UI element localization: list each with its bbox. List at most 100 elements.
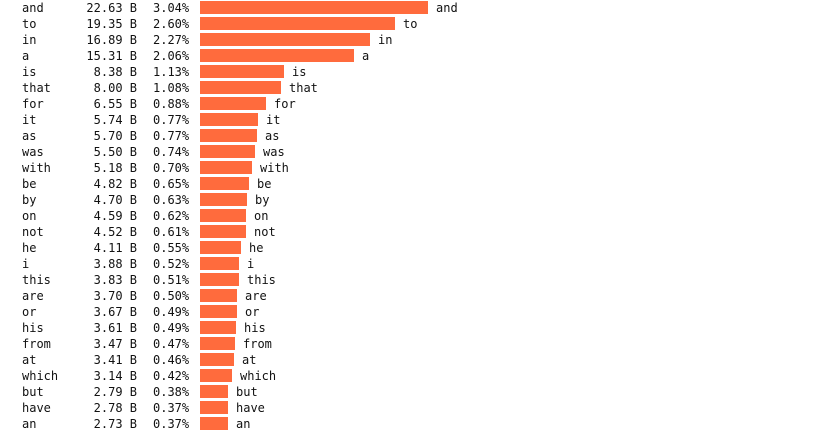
bar [200,193,247,206]
bar [200,17,395,30]
count-value: 2.79 B [93,385,137,399]
bar-label: his [244,321,266,335]
count-value: 22.63 B [86,1,137,15]
bar [200,401,228,414]
bar [200,97,266,110]
percent-value: 0.62% [153,209,190,223]
word-label: his [22,321,44,335]
count-value: 3.61 B [93,321,137,335]
count-value: 2.78 B [93,401,137,415]
bar-label: be [257,177,272,191]
table-row: i 3.88 B 0.52% i [0,256,820,272]
table-row: is 8.38 B 1.13% is [0,64,820,80]
table-row: for 6.55 B 0.88% for [0,96,820,112]
word-label: it [22,113,37,127]
percent-value: 0.51% [153,273,190,287]
bar-label: and [436,1,458,15]
count-value: 3.67 B [93,305,137,319]
bar-label: have [236,401,265,415]
word-label: in [22,33,37,47]
bar [200,209,246,222]
bar [200,385,228,398]
table-row: in 16.89 B 2.27% in [0,32,820,48]
table-row: was 5.50 B 0.74% was [0,144,820,160]
bar [200,145,255,158]
word-label: which [22,369,59,383]
word-label: at [22,353,37,367]
table-row: it 5.74 B 0.77% it [0,112,820,128]
table-row: be 4.82 B 0.65% be [0,176,820,192]
word-label: he [22,241,37,255]
percent-value: 0.61% [153,225,190,239]
table-row: are 3.70 B 0.50% are [0,288,820,304]
bar [200,337,235,350]
count-value: 5.50 B [93,145,137,159]
percent-value: 0.55% [153,241,190,255]
table-row: a 15.31 B 2.06% a [0,48,820,64]
percent-value: 0.46% [153,353,190,367]
percent-value: 2.60% [153,17,190,31]
bar [200,33,370,46]
bar [200,353,234,366]
bar-label: on [254,209,269,223]
count-value: 2.73 B [93,417,137,431]
bar-label: which [240,369,277,383]
word-label: a [22,49,30,63]
bar-label: by [255,193,270,207]
table-row: have 2.78 B 0.37% have [0,400,820,416]
count-value: 16.89 B [86,33,137,47]
bar-label: was [263,145,285,159]
table-row: from 3.47 B 0.47% from [0,336,820,352]
percent-value: 0.65% [153,177,190,191]
bar [200,65,284,78]
table-row: not 4.52 B 0.61% not [0,224,820,240]
count-value: 15.31 B [86,49,137,63]
bar-label: not [254,225,276,239]
word-label: with [22,161,51,175]
table-row: or 3.67 B 0.49% or [0,304,820,320]
percent-value: 0.77% [153,129,190,143]
count-value: 3.41 B [93,353,137,367]
bar [200,257,239,270]
percent-value: 0.74% [153,145,190,159]
bar [200,113,258,126]
table-row: by 4.70 B 0.63% by [0,192,820,208]
bar [200,289,237,302]
count-value: 4.82 B [93,177,137,191]
table-row: to 19.35 B 2.60% to [0,16,820,32]
percent-value: 0.63% [153,193,190,207]
percent-value: 0.88% [153,97,190,111]
count-value: 3.88 B [93,257,137,271]
word-label: not [22,225,44,239]
count-value: 3.83 B [93,273,137,287]
bar-label: as [265,129,280,143]
count-value: 4.70 B [93,193,137,207]
table-row: on 4.59 B 0.62% on [0,208,820,224]
count-value: 6.55 B [93,97,137,111]
bar [200,273,239,286]
bar-label: to [403,17,418,31]
count-value: 3.14 B [93,369,137,383]
count-value: 5.74 B [93,113,137,127]
bar [200,417,228,430]
percent-value: 3.04% [153,1,190,15]
bar [200,225,246,238]
percent-value: 0.47% [153,337,190,351]
bar-label: or [245,305,260,319]
count-value: 4.11 B [93,241,137,255]
word-label: to [22,17,37,31]
bar-label: a [362,49,370,63]
percent-value: 0.37% [153,417,190,431]
percent-value: 1.08% [153,81,190,95]
table-row: this 3.83 B 0.51% this [0,272,820,288]
table-row: with 5.18 B 0.70% with [0,160,820,176]
bar [200,1,428,14]
count-value: 3.47 B [93,337,137,351]
percent-value: 0.42% [153,369,190,383]
bar [200,369,232,382]
bar-label: is [292,65,307,79]
bar-label: but [236,385,258,399]
count-value: 4.52 B [93,225,137,239]
bar-label: in [378,33,393,47]
word-label: by [22,193,37,207]
